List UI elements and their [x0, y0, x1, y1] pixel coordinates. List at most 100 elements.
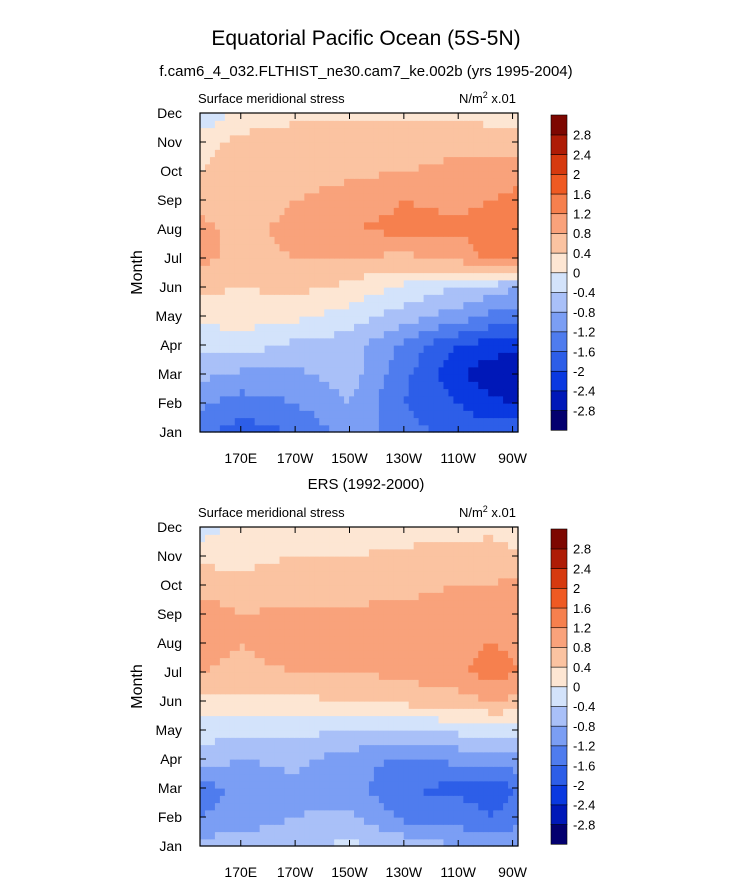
field-cell [329, 388, 335, 397]
field-cell [204, 701, 211, 709]
field-cell [274, 127, 281, 136]
field-cell [299, 606, 305, 615]
field-cell [319, 730, 325, 738]
field-cell [209, 308, 216, 317]
field-cell [344, 780, 350, 789]
field-cell [413, 272, 420, 281]
field-cell [453, 163, 459, 172]
field-cell [200, 679, 206, 688]
field-cell [383, 214, 390, 223]
field-cell [204, 287, 211, 295]
field-cell [453, 272, 459, 281]
field-cell [378, 730, 385, 738]
field-cell [423, 701, 430, 709]
field-cell [244, 236, 251, 245]
field-cell [423, 149, 430, 158]
field-cell [244, 802, 251, 811]
field-cell [354, 817, 360, 825]
field-cell [438, 330, 445, 339]
field-cell [249, 780, 256, 789]
field-cell [453, 715, 459, 724]
field-cell [319, 381, 325, 390]
field-cell [224, 250, 231, 259]
field-cell [493, 788, 499, 796]
field-cell [483, 265, 489, 274]
field-cell [319, 279, 325, 288]
field-cell [314, 359, 320, 368]
field-cell [468, 381, 474, 390]
field-cell [209, 258, 216, 266]
field-cell [443, 272, 450, 281]
field-cell [383, 417, 390, 426]
field-cell [200, 149, 206, 158]
field-cell [423, 316, 430, 324]
field-cell [249, 403, 256, 411]
field-cell [279, 606, 286, 615]
field-cell [513, 410, 519, 419]
field-cell [488, 621, 494, 630]
field-cell [503, 214, 509, 223]
field-cell [334, 838, 340, 847]
field-cell [388, 192, 395, 201]
field-cell [478, 838, 484, 847]
field-cell [458, 708, 464, 717]
field-cell [498, 657, 504, 666]
field-cell [359, 628, 365, 637]
field-cell [239, 381, 246, 390]
field-cell [413, 134, 420, 143]
field-cell [289, 243, 296, 252]
field-cell [513, 308, 519, 317]
field-cell [224, 287, 231, 295]
field-cell [378, 388, 385, 397]
field-cell [329, 809, 335, 818]
field-cell [324, 737, 330, 746]
field-cell [314, 730, 320, 738]
field-cell [294, 366, 300, 375]
field-cell [269, 621, 276, 630]
field-cell [483, 316, 489, 324]
field-cell [264, 744, 271, 753]
field-cell [219, 744, 226, 753]
field-cell [458, 207, 464, 216]
field-cell [209, 751, 216, 760]
field-cell [433, 780, 440, 789]
field-cell [349, 388, 355, 397]
field-cell [413, 279, 420, 288]
field-cell [204, 679, 211, 688]
field-cell [448, 715, 455, 724]
field-cell [200, 744, 206, 753]
field-cell [354, 374, 360, 382]
field-cell [448, 802, 455, 811]
field-cell [393, 621, 400, 630]
field-cell [334, 345, 340, 353]
field-cell [428, 287, 435, 295]
field-cell [339, 337, 345, 346]
field-cell [299, 287, 305, 295]
x-tick-label: 130W [386, 450, 423, 466]
field-cell [458, 258, 464, 266]
field-cell [334, 614, 340, 622]
field-cell [249, 417, 256, 426]
field-cell [463, 120, 469, 129]
field-cell [294, 127, 300, 136]
field-cell [508, 679, 514, 688]
field-cell [304, 417, 310, 426]
field-cell [254, 381, 261, 390]
field-cell [299, 831, 305, 840]
field-cell [274, 395, 281, 404]
field-cell [453, 679, 459, 688]
field-cell [314, 250, 320, 259]
field-cell [468, 417, 474, 426]
field-cell [200, 258, 206, 266]
field-cell [438, 737, 445, 746]
field-cell [239, 395, 246, 404]
field-cell [254, 308, 261, 317]
field-cell [413, 156, 420, 165]
field-cell [378, 308, 385, 317]
field-cell [259, 308, 266, 317]
field-cell [314, 635, 320, 644]
field-cell [368, 395, 375, 404]
field-cell [493, 200, 499, 208]
field-cell [458, 650, 464, 659]
field-cell [294, 679, 300, 688]
